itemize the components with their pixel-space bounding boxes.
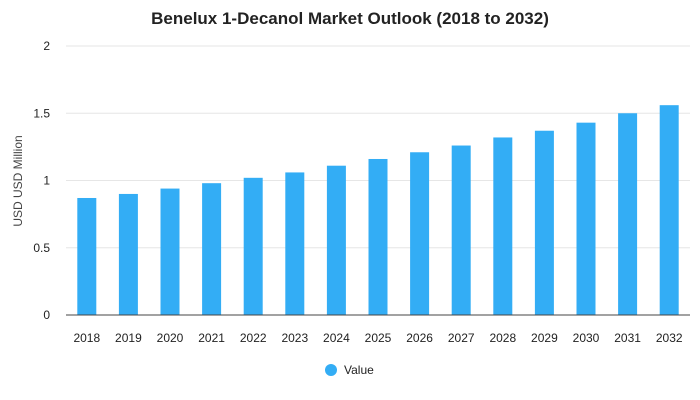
y-tick-label: 0.5	[33, 241, 50, 255]
x-tick-label: 2027	[448, 331, 475, 345]
bar-2031	[618, 113, 638, 315]
bar-2025	[368, 158, 388, 315]
x-tick-label: 2025	[365, 331, 392, 345]
y-tick-label: 2	[43, 39, 50, 53]
bar-2029	[534, 130, 554, 315]
x-tick-label: 2029	[531, 331, 558, 345]
bars	[77, 105, 679, 316]
bar-2020	[160, 188, 180, 315]
y-axis-label: USD USD Million	[11, 135, 25, 226]
bar-2021	[202, 183, 222, 315]
y-tick-label: 1.5	[33, 106, 50, 120]
x-tick-label: 2028	[489, 331, 516, 345]
x-tick-label: 2030	[573, 331, 600, 345]
axes: 0 0.5 1 1.5 2 2018 2019 2020 2021 2022 2023 2024 202…	[33, 39, 690, 345]
y-tick-label: 1	[43, 174, 50, 188]
x-tick-label: 2023	[281, 331, 308, 345]
bar-2027	[451, 145, 471, 315]
x-tick-label: 2019	[115, 331, 142, 345]
x-tick-label: 2031	[614, 331, 641, 345]
bar-2032	[659, 105, 679, 316]
legend-swatch	[325, 364, 337, 376]
bar-2024	[326, 165, 346, 315]
chart-title: Benelux 1-Decanol Market Outlook (2018 t…	[151, 9, 549, 28]
y-tick-label: 0	[43, 308, 50, 322]
bar-2022	[243, 177, 263, 315]
bar-2028	[493, 137, 513, 315]
x-tick-label: 2018	[73, 331, 100, 345]
x-tick-label: 2026	[406, 331, 433, 345]
bar-2026	[410, 152, 430, 315]
x-tick-label: 2032	[656, 331, 683, 345]
legend: Value	[325, 363, 374, 377]
bar-2023	[285, 172, 305, 315]
x-tick-label: 2024	[323, 331, 350, 345]
x-tick-label: 2020	[157, 331, 184, 345]
bar-2030	[576, 122, 596, 315]
legend-label: Value	[344, 363, 374, 377]
x-tick-label: 2021	[198, 331, 225, 345]
bar-2018	[77, 197, 97, 315]
x-tick-label: 2022	[240, 331, 267, 345]
bar-2019	[118, 193, 138, 315]
